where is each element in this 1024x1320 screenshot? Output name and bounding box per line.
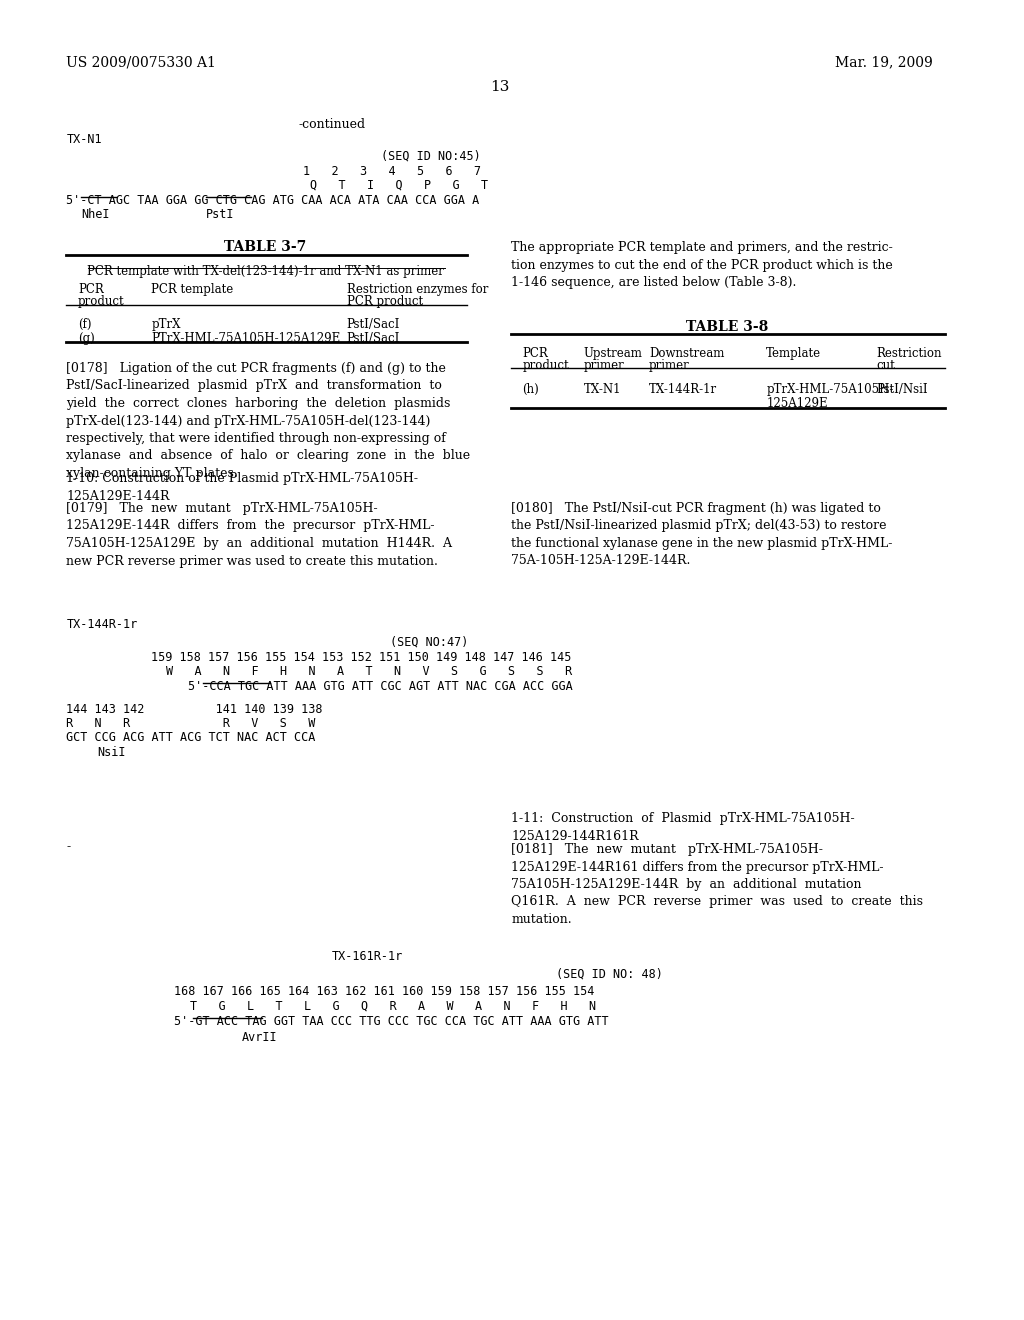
Text: 1-11:  Construction  of  Plasmid  pTrX-HML-75A105H-
125A129-144R161R: 1-11: Construction of Plasmid pTrX-HML-7… <box>511 812 855 842</box>
Text: TABLE 3-7: TABLE 3-7 <box>224 240 306 253</box>
Text: 144 143 142          141 140 139 138: 144 143 142 141 140 139 138 <box>67 704 323 715</box>
Text: T   G   L   T   L   G   Q   R   A   W   A   N   F   H   N: T G L T L G Q R A W A N F H N <box>190 1001 596 1012</box>
Text: TX-N1: TX-N1 <box>584 383 622 396</box>
Text: PstI: PstI <box>206 209 234 220</box>
Text: Restriction enzymes for: Restriction enzymes for <box>346 282 487 296</box>
Text: 159 158 157 156 155 154 153 152 151 150 149 148 147 146 145: 159 158 157 156 155 154 153 152 151 150 … <box>152 651 571 664</box>
Text: AvrII: AvrII <box>242 1031 278 1044</box>
Text: Upstream: Upstream <box>584 347 643 360</box>
Text: TABLE 3-8: TABLE 3-8 <box>686 319 768 334</box>
Text: PstI/SacI: PstI/SacI <box>346 333 400 345</box>
Text: (SEQ ID NO:45): (SEQ ID NO:45) <box>381 150 480 162</box>
Text: PTrX-HML-75A105H-125A129E: PTrX-HML-75A105H-125A129E <box>152 333 341 345</box>
Text: PCR template with TX-del(123-144)-1r and TX-N1 as primer: PCR template with TX-del(123-144)-1r and… <box>87 265 444 279</box>
Text: [0180]   The PstI/NsiI-cut PCR fragment (h) was ligated to
the PstI/NsiI-lineari: [0180] The PstI/NsiI-cut PCR fragment (h… <box>511 502 893 568</box>
Text: 168 167 166 165 164 163 162 161 160 159 158 157 156 155 154: 168 167 166 165 164 163 162 161 160 159 … <box>174 985 594 998</box>
Text: (SEQ ID NO: 48): (SEQ ID NO: 48) <box>556 968 664 981</box>
Text: -continued: -continued <box>298 117 366 131</box>
Text: PCR product: PCR product <box>346 294 423 308</box>
Text: (f): (f) <box>78 318 91 331</box>
Text: 13: 13 <box>490 81 509 94</box>
Text: NheI: NheI <box>81 209 110 220</box>
Text: R   N   R             R   V   S   W: R N R R V S W <box>67 717 315 730</box>
Text: Q   T   I   Q   P   G   T: Q T I Q P G T <box>310 180 488 191</box>
Text: PCR template: PCR template <box>152 282 233 296</box>
Text: TX-144R-1r: TX-144R-1r <box>649 383 717 396</box>
Text: PCR: PCR <box>78 282 103 296</box>
Text: product: product <box>78 294 125 308</box>
Text: pTrX: pTrX <box>152 318 181 331</box>
Text: US 2009/0075330 A1: US 2009/0075330 A1 <box>67 55 216 69</box>
Text: 5'-CCA TGC ATT AAA GTG ATT CGC AGT ATT NAC CGA ACC GGA: 5'-CCA TGC ATT AAA GTG ATT CGC AGT ATT N… <box>188 680 573 693</box>
Text: [0178]   Ligation of the cut PCR fragments (f) and (g) to the
PstI/SacI-lineariz: [0178] Ligation of the cut PCR fragments… <box>67 362 470 480</box>
Text: 5'-CT AGC TAA GGA GG CTG CAG ATG CAA ACA ATA CAA CCA GGA A: 5'-CT AGC TAA GGA GG CTG CAG ATG CAA ACA… <box>67 194 479 207</box>
Text: 1-10: Construction of the Plasmid pTrX-HML-75A105H-
125A129E-144R: 1-10: Construction of the Plasmid pTrX-H… <box>67 473 419 503</box>
Text: product: product <box>522 359 568 372</box>
Text: GCT CCG ACG ATT ACG TCT NAC ACT CCA: GCT CCG ACG ATT ACG TCT NAC ACT CCA <box>67 731 315 744</box>
Text: primer: primer <box>584 359 625 372</box>
Text: PstI/SacI: PstI/SacI <box>346 318 400 331</box>
Text: pTrX-HML-75A105H-: pTrX-HML-75A105H- <box>766 383 894 396</box>
Text: (SEQ NO:47): (SEQ NO:47) <box>390 636 469 649</box>
Text: (h): (h) <box>522 383 539 396</box>
Text: NsiI: NsiI <box>97 746 126 759</box>
Text: TX-N1: TX-N1 <box>67 133 102 147</box>
Text: cut: cut <box>877 359 895 372</box>
Text: [0181]   The  new  mutant   pTrX-HML-75A105H-
125A129E-144R161 differs from the : [0181] The new mutant pTrX-HML-75A105H- … <box>511 843 924 927</box>
Text: 1   2   3   4   5   6   7: 1 2 3 4 5 6 7 <box>302 165 480 178</box>
Text: -: - <box>67 840 71 853</box>
Text: PCR: PCR <box>522 347 548 360</box>
Text: Downstream: Downstream <box>649 347 724 360</box>
Text: Template: Template <box>766 347 821 360</box>
Text: PstI/NsiI: PstI/NsiI <box>877 383 928 396</box>
Text: W   A   N   F   H   N   A   T   N   V   S   G   S   S   R: W A N F H N A T N V S G S S R <box>166 665 572 678</box>
Text: primer: primer <box>649 359 690 372</box>
Text: The appropriate PCR template and primers, and the restric-
tion enzymes to cut t: The appropriate PCR template and primers… <box>511 242 893 289</box>
Text: Mar. 19, 2009: Mar. 19, 2009 <box>836 55 933 69</box>
Text: 125A129E: 125A129E <box>766 397 827 411</box>
Text: (g): (g) <box>78 333 95 345</box>
Text: Restriction: Restriction <box>877 347 942 360</box>
Text: 5'-GT ACC TAG GGT TAA CCC TTG CCC TGC CCA TGC ATT AAA GTG ATT: 5'-GT ACC TAG GGT TAA CCC TTG CCC TGC CC… <box>174 1015 608 1028</box>
Text: [0179]   The  new  mutant   pTrX-HML-75A105H-
125A129E-144R  differs  from  the : [0179] The new mutant pTrX-HML-75A105H- … <box>67 502 453 568</box>
Text: TX-144R-1r: TX-144R-1r <box>67 618 137 631</box>
Text: TX-161R-1r: TX-161R-1r <box>332 950 403 964</box>
